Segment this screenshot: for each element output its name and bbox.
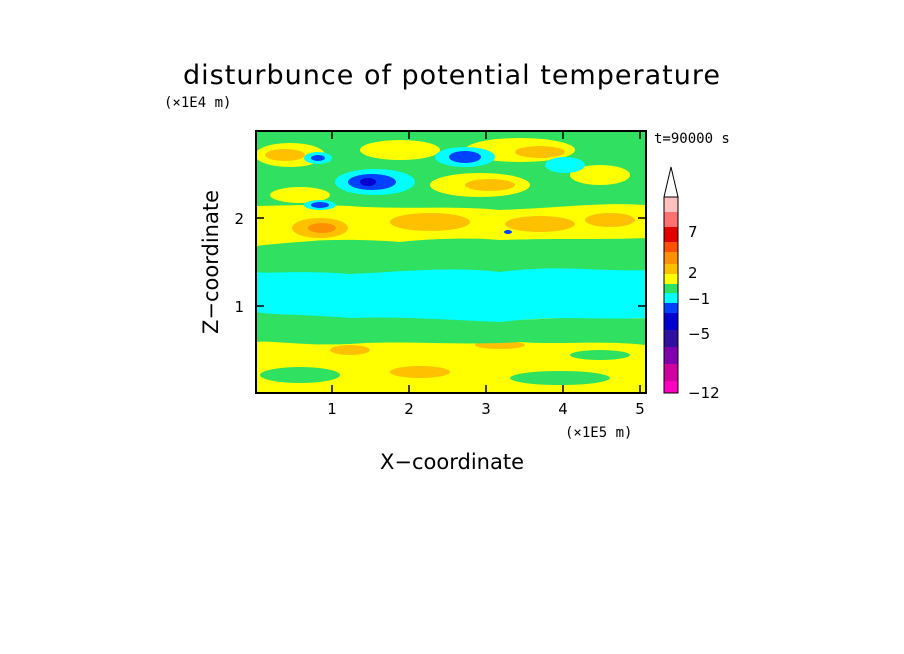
plot-frame [255,130,647,394]
x-tick-label: 5 [635,400,645,418]
chart-title: disturbunce of potential temperature [183,60,721,91]
x-tick-label: 1 [327,400,337,418]
colorbar-extend-arrow [663,166,679,198]
y-tick-label: 1 [234,298,244,316]
x-axis [331,131,641,393]
x-tick-label: 3 [481,400,491,418]
colorbar-tick-label: −12 [688,384,720,402]
contour-field [256,131,646,393]
colorbar [663,166,679,394]
x-axis-label: X−coordinate [380,450,524,474]
colorbar-tick-label: −5 [688,325,710,343]
time-label: t=90000 s [654,131,730,147]
x-unit-label: (×1E5 m) [565,425,632,441]
x-tick-label: 2 [404,400,414,418]
colorbar-tick-label: 2 [688,264,698,282]
y-tick-label: 2 [234,210,244,228]
colorbar-tick-label: 7 [688,223,698,241]
y-axis-label: Z−coordinate [199,190,223,334]
y-unit-label: (×1E4 m) [164,95,231,111]
y-axis [256,217,646,307]
colorbar-tick-label: −1 [688,290,710,308]
x-tick-label: 4 [558,400,568,418]
